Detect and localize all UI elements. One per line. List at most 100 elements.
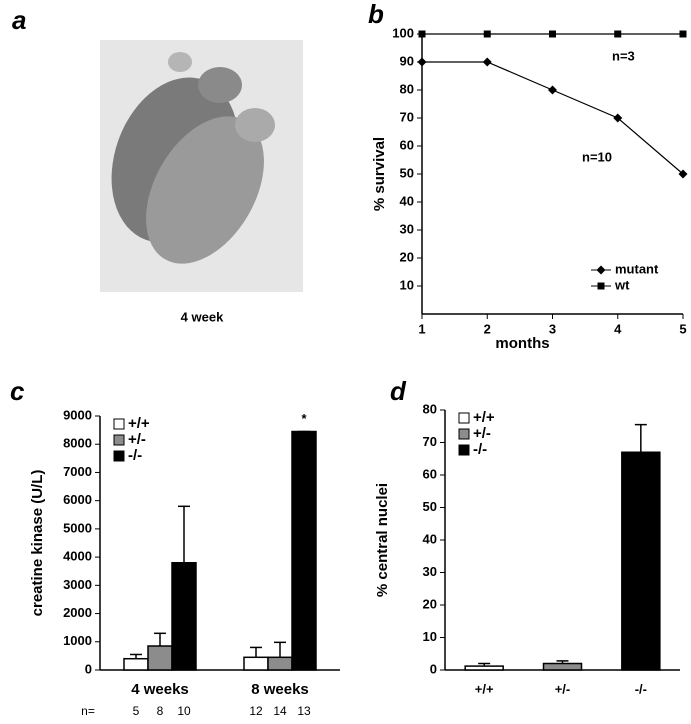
panel-letter: a [12, 5, 26, 35]
legend-label: mutant [615, 261, 659, 276]
marker [613, 113, 623, 123]
marker [418, 30, 426, 38]
marker [549, 30, 556, 38]
y-axis-label: % survival [371, 137, 388, 211]
y-tick-label: 0 [85, 661, 92, 676]
sample-size: 14 [273, 704, 287, 718]
mouse-ear [168, 52, 192, 72]
caption: 4 week [181, 309, 224, 324]
bar [147, 645, 173, 671]
y-tick-label: 50 [400, 165, 414, 180]
legend-label: +/+ [128, 415, 150, 432]
legend-swatch [458, 444, 470, 456]
y-tick-label: 3000 [63, 577, 92, 592]
x-tick-label: 1 [418, 321, 425, 336]
y-tick-label: 30 [400, 221, 414, 236]
y-tick-label: 6000 [63, 492, 92, 507]
marker [483, 30, 491, 38]
sample-size-label: n= [81, 704, 95, 718]
bar [621, 451, 661, 671]
y-tick-label: 100 [392, 25, 414, 40]
y-tick-label: 80 [423, 401, 437, 416]
bar [267, 656, 293, 671]
y-tick-label: 30 [423, 564, 437, 579]
y-tick-label: 4000 [63, 549, 92, 564]
sample-size: 12 [249, 704, 263, 718]
x-tick-label: 5 [679, 321, 686, 336]
legend-marker [596, 265, 606, 275]
annotation: n=10 [582, 149, 612, 164]
marker [482, 57, 492, 67]
bar [542, 662, 583, 671]
y-axis-label: creatine kinase (U/L) [29, 470, 46, 617]
sample-size: 8 [157, 704, 164, 718]
y-tick-label: 9000 [63, 407, 92, 422]
sample-size: 13 [297, 704, 311, 718]
legend-swatch [458, 428, 470, 440]
x-tick-label: 8 weeks [251, 681, 309, 698]
y-tick-label: 1000 [63, 633, 92, 648]
x-tick-label: 3 [549, 321, 556, 336]
bar [243, 656, 269, 671]
y-tick-label: 40 [400, 193, 414, 208]
y-tick-label: 90 [400, 53, 414, 68]
panel-letter: c [10, 376, 25, 406]
y-tick-label: 2000 [63, 605, 92, 620]
y-tick-label: 10 [400, 277, 414, 292]
y-tick-label: 20 [423, 596, 437, 611]
legend-label: -/- [128, 447, 142, 464]
x-tick-label: -/- [635, 681, 647, 696]
legend-label: wt [614, 277, 630, 292]
mouse-photo [100, 40, 303, 292]
legend-swatch [458, 412, 470, 424]
legend-swatch [113, 418, 125, 430]
sample-size: 5 [133, 704, 140, 718]
annotation: * [301, 411, 307, 426]
bar [464, 665, 504, 671]
legend-swatch [113, 434, 125, 446]
y-tick-label: 20 [400, 249, 414, 264]
marker [678, 169, 688, 179]
y-tick-label: 60 [400, 137, 414, 152]
x-tick-label: 4 [614, 321, 622, 336]
legend-label: +/- [128, 431, 146, 448]
x-tick-label: +/- [555, 681, 571, 696]
line [422, 61, 684, 175]
mouse-body [146, 116, 264, 264]
y-tick-label: 8000 [63, 436, 92, 451]
legend-marker [597, 282, 605, 290]
x-tick-label: 4 weeks [131, 681, 189, 698]
marker [679, 30, 687, 38]
y-tick-label: 5000 [63, 520, 92, 535]
y-tick-label: 40 [423, 531, 437, 546]
annotation: n=3 [612, 48, 635, 63]
y-tick-label: 80 [400, 81, 414, 96]
y-tick-label: 70 [400, 109, 414, 124]
marker [614, 30, 622, 38]
y-tick-label: 50 [423, 499, 437, 514]
bar [123, 657, 149, 671]
legend-swatch [113, 450, 125, 462]
mouse-head [235, 108, 275, 142]
y-tick-label: 60 [423, 466, 437, 481]
x-axis-label: months [495, 335, 549, 352]
y-tick-label: 70 [423, 434, 437, 449]
sample-size: 10 [177, 704, 191, 718]
y-axis-label: % central nuclei [374, 483, 391, 597]
mouse-head [198, 67, 242, 103]
marker [417, 57, 427, 67]
y-tick-label: 10 [423, 629, 437, 644]
y-tick-label: 7000 [63, 464, 92, 479]
y-tick-label: 0 [430, 661, 437, 676]
bar [291, 430, 317, 671]
bar [171, 562, 197, 671]
panel-letter: b [368, 0, 384, 29]
x-tick-label: 2 [484, 321, 491, 336]
panel-letter: d [390, 376, 407, 406]
legend-label: +/+ [473, 409, 495, 426]
legend-label: -/- [473, 441, 487, 458]
marker [548, 85, 557, 95]
x-tick-label: +/+ [475, 681, 494, 696]
legend-label: +/- [473, 425, 491, 442]
